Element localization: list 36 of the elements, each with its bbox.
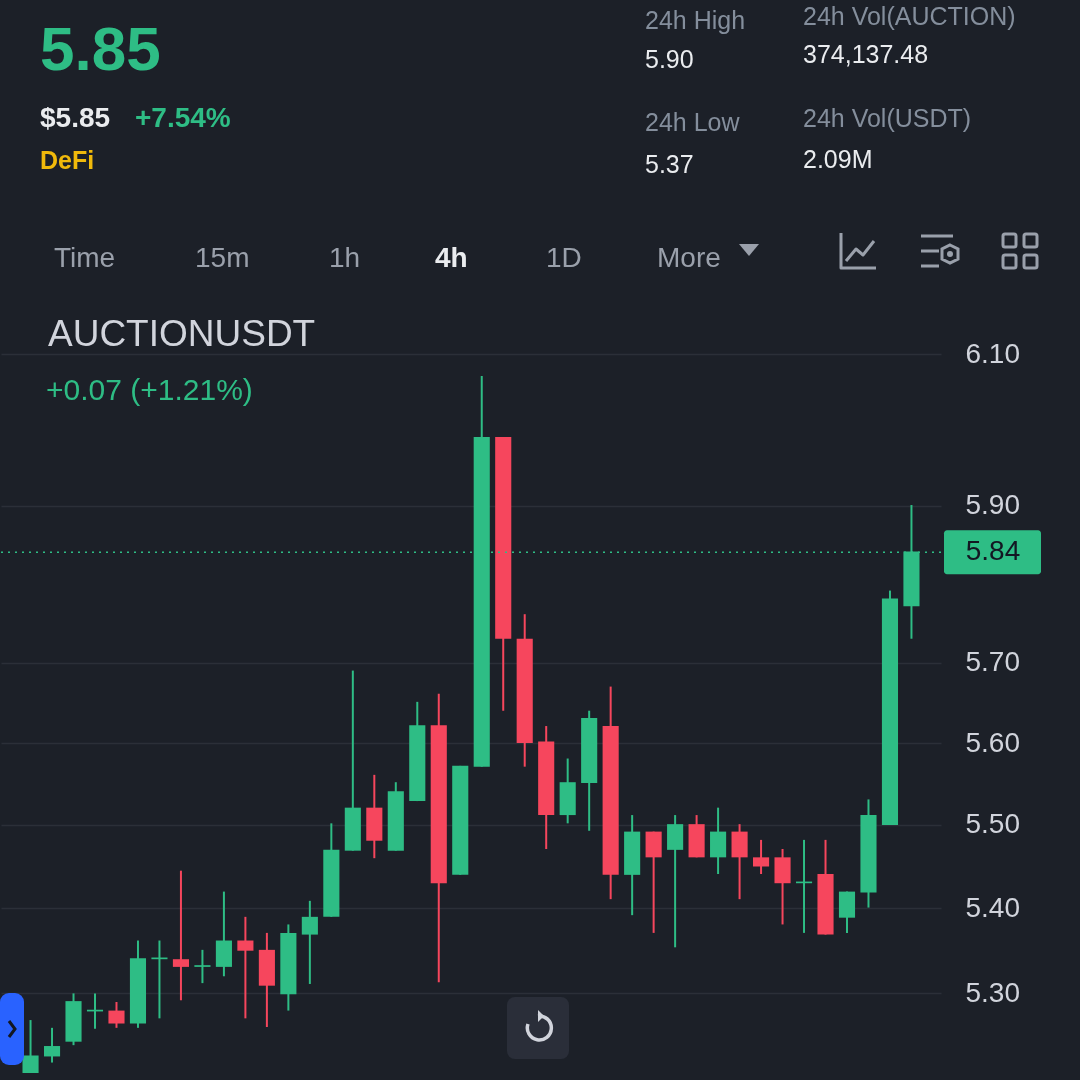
text: $5.85 bbox=[40, 102, 111, 133]
text: 5.90 bbox=[645, 45, 694, 73]
text: 1D bbox=[546, 242, 582, 273]
candlestick bbox=[22, 1019, 39, 1075]
text: More bbox=[657, 242, 721, 273]
candlestick bbox=[301, 899, 318, 985]
y-tick-label: 5.40 bbox=[965, 891, 1020, 923]
y-tick-label: 5.50 bbox=[965, 808, 1020, 840]
candlestick bbox=[108, 1000, 125, 1029]
text: 5.37 bbox=[645, 150, 694, 178]
candlestick bbox=[237, 915, 254, 1020]
text: 1h bbox=[329, 242, 361, 273]
y-tick-label: 5.30 bbox=[965, 976, 1020, 1008]
y-tick-label: 5.70 bbox=[965, 646, 1020, 678]
text: 24h Vol(AUCTION) bbox=[803, 2, 1016, 30]
text: 24h High bbox=[645, 6, 746, 34]
text: Time bbox=[54, 242, 116, 273]
candlestick bbox=[172, 869, 189, 1002]
text: 5.85 bbox=[40, 14, 161, 83]
y-tick-label: 6.10 bbox=[965, 337, 1020, 369]
text: +0.07 (+1.21%) bbox=[46, 373, 253, 406]
text: 4h bbox=[435, 242, 468, 273]
text: 15m bbox=[195, 242, 250, 273]
candlestick bbox=[753, 838, 770, 876]
text: 374,137.48 bbox=[803, 40, 929, 68]
text: 2.09M bbox=[803, 145, 873, 173]
y-tick-label: 5.60 bbox=[965, 726, 1020, 758]
y-tick-label: 5.90 bbox=[965, 489, 1020, 521]
text: AUCTIONUSDT bbox=[48, 313, 316, 354]
candlestick bbox=[194, 948, 211, 985]
text: DeFi bbox=[40, 146, 95, 174]
text: 24h Low bbox=[645, 108, 740, 136]
ref-line-label: 5.84 bbox=[965, 535, 1021, 567]
candlestick bbox=[43, 1026, 61, 1064]
text: 24h Vol(USDT) bbox=[803, 104, 972, 132]
text: +7.54% bbox=[135, 102, 231, 133]
